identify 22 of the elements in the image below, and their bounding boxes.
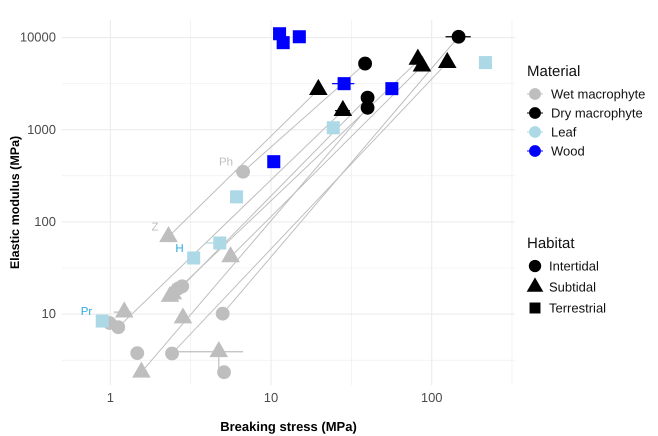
- text: Terrestrial: [549, 300, 606, 316]
- text: Intertidal: [549, 258, 599, 274]
- x-tick-label: 1: [106, 390, 114, 406]
- annotation: H: [175, 242, 184, 255]
- annotation: Pr: [80, 306, 92, 318]
- annotation: Ph: [219, 156, 234, 169]
- legend-label: Leaf: [551, 124, 577, 140]
- text: Subtidal: [549, 280, 596, 294]
- y-tick-label: 1000: [27, 122, 56, 137]
- legend-title: Material: [527, 63, 580, 80]
- x-tick-label: 100: [420, 390, 443, 406]
- y-tick-label: 10: [42, 306, 56, 322]
- y-tick-label: 100: [34, 214, 56, 230]
- legend-label: Wood: [551, 144, 585, 158]
- y-tick-label: 10000: [20, 30, 56, 45]
- x-axis-title: Breaking stress (MPa): [220, 419, 357, 434]
- annotation: Z: [151, 222, 158, 234]
- x-tick-label: 10: [264, 390, 278, 406]
- legend-label: Dry macrophyte: [551, 106, 643, 120]
- legend-label: Wet macrophyte: [551, 86, 646, 102]
- text: Habitat: [527, 235, 576, 252]
- y-axis-title: Elastic modulus (MPa): [8, 136, 22, 270]
